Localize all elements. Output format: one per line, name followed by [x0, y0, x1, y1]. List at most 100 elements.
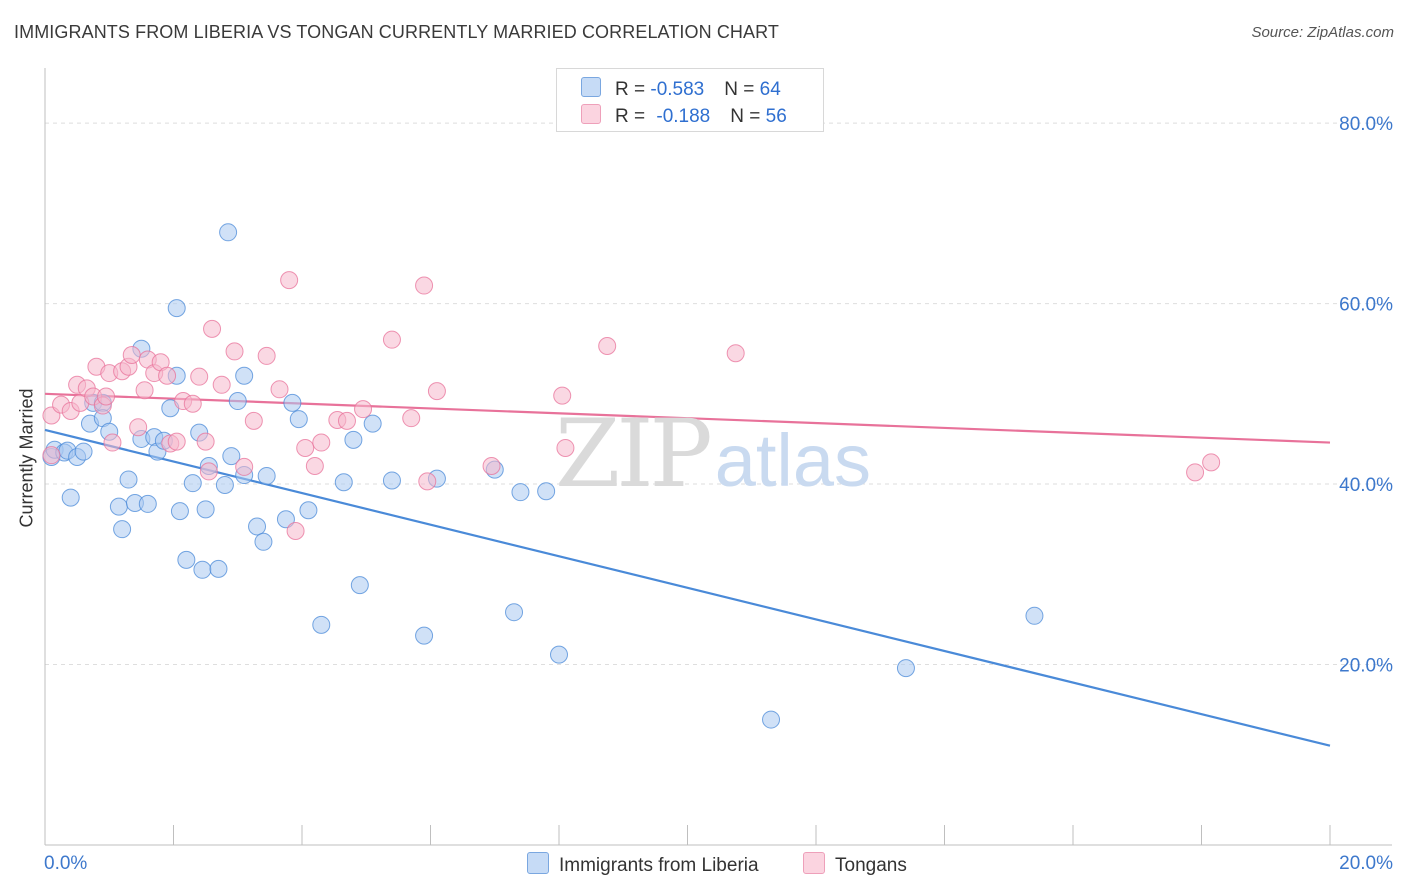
data-points	[42, 223, 1221, 729]
point-tongans	[305, 457, 324, 476]
point-liberia	[363, 414, 382, 433]
point-liberia	[505, 603, 524, 622]
point-tongans	[296, 438, 315, 457]
point-tongans	[1186, 463, 1205, 482]
y-tick-label: 80.0%	[1339, 114, 1393, 135]
point-tongans	[42, 446, 61, 465]
trend-line-tongans	[44, 392, 1331, 444]
chart-title: IMMIGRANTS FROM LIBERIA VS TONGAN CURREN…	[14, 22, 779, 42]
bottom-legend-label-liberia: Immigrants from Liberia	[559, 855, 759, 876]
point-liberia	[61, 488, 80, 507]
bottom-legend-swatch-liberia	[527, 852, 549, 874]
legend-r-label: R =	[615, 106, 651, 127]
point-tongans	[97, 387, 116, 406]
point-liberia	[219, 223, 238, 242]
y-tick-label: 20.0%	[1339, 656, 1393, 677]
point-tongans	[158, 366, 177, 385]
x-tick-label: 20.0%	[1339, 853, 1393, 874]
legend-r-value: -0.188	[656, 106, 711, 127]
point-tongans	[190, 367, 209, 386]
point-tongans	[312, 433, 331, 452]
stats-legend-row-tongans: R = -0.188 N = 56	[581, 104, 787, 128]
y-tick-label: 60.0%	[1339, 295, 1393, 316]
point-tongans	[257, 346, 276, 365]
point-liberia	[228, 392, 247, 411]
point-tongans	[199, 462, 218, 481]
point-liberia	[138, 494, 157, 513]
point-liberia	[167, 299, 186, 318]
gridlines	[45, 122, 1392, 666]
y-axis-label: Currently Married	[16, 388, 37, 528]
point-tongans	[402, 409, 421, 428]
legend-swatch-tongans	[581, 104, 601, 124]
point-tongans	[726, 344, 745, 363]
point-liberia	[312, 615, 331, 634]
bottom-legend-swatch-tongans	[803, 852, 825, 874]
point-liberia	[196, 500, 215, 519]
point-liberia	[537, 482, 556, 501]
point-liberia	[334, 473, 353, 492]
point-liberia	[248, 517, 267, 536]
stats-legend: R = -0.583 N = 64 R = -0.188 N = 56	[556, 68, 824, 132]
point-tongans	[244, 411, 263, 430]
point-tongans	[167, 432, 186, 451]
point-tongans	[427, 382, 446, 401]
point-tongans	[183, 394, 202, 413]
point-liberia	[344, 430, 363, 449]
point-liberia	[1025, 606, 1044, 625]
point-tongans	[270, 380, 289, 399]
legend-r-value: -0.583	[650, 79, 705, 100]
point-tongans	[129, 418, 148, 437]
point-liberia	[215, 475, 234, 494]
point-liberia	[257, 466, 276, 485]
point-liberia	[382, 471, 401, 490]
point-tongans	[415, 276, 434, 295]
point-liberia	[276, 510, 295, 529]
point-liberia	[511, 483, 530, 502]
point-tongans	[135, 381, 154, 400]
point-tongans	[553, 386, 572, 405]
point-tongans	[354, 400, 373, 419]
point-liberia	[235, 366, 254, 385]
point-liberia	[109, 497, 128, 516]
legend-swatch-liberia	[581, 77, 601, 97]
point-liberia	[209, 559, 228, 578]
point-liberia	[350, 576, 369, 595]
legend-n-label: N =	[730, 106, 766, 127]
point-tongans	[280, 271, 299, 290]
point-tongans	[418, 472, 437, 491]
point-tongans	[196, 432, 215, 451]
trend-line-liberia	[44, 428, 1331, 747]
point-tongans	[286, 521, 305, 540]
x-tick-label: 0.0%	[44, 853, 87, 874]
watermark: ZIPatlas	[555, 400, 871, 509]
bottom-legend-label-tongans: Tongans	[835, 855, 907, 876]
bottom-legend-liberia: Immigrants from Liberia	[527, 852, 759, 877]
point-tongans	[1202, 453, 1221, 472]
point-liberia	[283, 393, 302, 412]
point-tongans	[103, 433, 122, 452]
point-liberia	[177, 550, 196, 569]
point-liberia	[254, 532, 273, 551]
stats-legend-row-liberia: R = -0.583 N = 64	[581, 77, 781, 101]
legend-r-label: R =	[615, 79, 651, 100]
point-tongans	[482, 457, 501, 476]
point-liberia	[762, 710, 781, 729]
bottom-legend-tongans: Tongans	[803, 852, 907, 877]
point-tongans	[598, 336, 617, 355]
watermark-zip: ZIP	[555, 400, 713, 509]
legend-n-value: 64	[759, 79, 781, 100]
point-tongans	[235, 457, 254, 476]
point-tongans	[382, 330, 401, 349]
point-liberia	[222, 447, 241, 466]
legend-n-value: 56	[765, 106, 787, 127]
tick-labels: 20.0% 40.0% 60.0% 80.0% 0.0% 20.0%	[44, 114, 1393, 874]
chart-source: Source: ZipAtlas.com	[1251, 24, 1394, 41]
point-liberia	[170, 502, 189, 521]
point-tongans	[337, 411, 356, 430]
point-liberia	[183, 474, 202, 493]
point-tongans	[225, 342, 244, 361]
point-liberia	[896, 659, 915, 678]
trend-lines	[44, 392, 1331, 747]
point-liberia	[119, 470, 138, 489]
